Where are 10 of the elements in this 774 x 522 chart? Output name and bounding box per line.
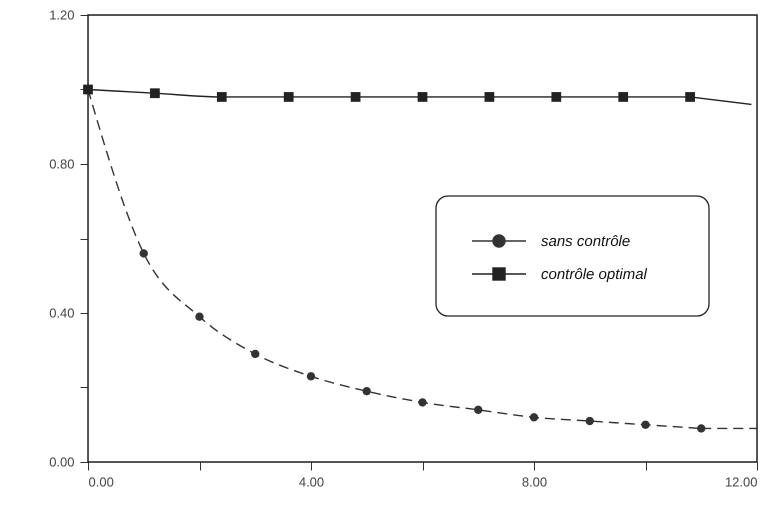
y-tick-label: 0.40	[49, 306, 74, 320]
x-tick-label: 0.00	[88, 474, 114, 490]
y-tick-label: 0.00	[49, 454, 74, 470]
legend-label: contrôle optimal	[541, 266, 648, 283]
y-tick-label: 1.20	[49, 8, 74, 22]
x-tick-label: 12.00	[724, 474, 758, 490]
legend-label: sans contrôle	[541, 233, 630, 250]
x-tick-label: 8.00	[522, 474, 548, 490]
x-tick-label: 4.00	[298, 474, 324, 490]
y-tick-label: 0.80	[49, 156, 74, 172]
